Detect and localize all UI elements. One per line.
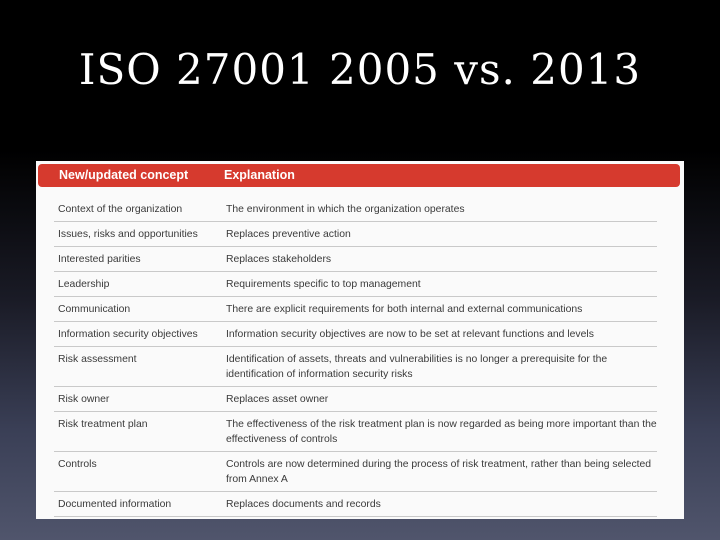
- concept-cell: Documented information: [58, 499, 172, 510]
- concept-cell: Communication: [58, 304, 131, 315]
- table-row: Information security objectives Informat…: [54, 322, 657, 347]
- explanation-cell: Replaces stakeholders: [226, 254, 332, 265]
- explanation-cell: The effectiveness of the risk treatment …: [226, 419, 657, 445]
- comparison-table: New/updated concept Explanation Context …: [36, 161, 684, 519]
- explanation-cell: There are explicit requirements for both…: [226, 304, 583, 315]
- explanation-cell: Requirements specific to top management: [226, 279, 421, 290]
- concept-cell: Context of the organization: [58, 204, 183, 215]
- concept-cell: Information security objectives: [58, 329, 198, 340]
- explanation-cell: Information security objectives are now …: [226, 329, 594, 340]
- explanation-cell: Identification of assets, threats and vu…: [226, 354, 608, 380]
- concept-cell: Controls: [58, 459, 97, 470]
- concept-cell: Issues, risks and opportunities: [58, 229, 198, 240]
- concept-cell: Interested parities: [58, 254, 141, 265]
- table-row: Documented information Replaces document…: [54, 492, 657, 517]
- header-explanation: Explanation: [224, 168, 295, 182]
- header-concept: New/updated concept: [59, 168, 189, 182]
- explanation-cell: Controls are now determined during the p…: [226, 459, 652, 485]
- table-body: Context of the organization The environm…: [36, 197, 684, 517]
- table-row: Risk treatment plan The effectiveness of…: [54, 412, 657, 452]
- table-row: Interested parities Replaces stakeholder…: [54, 247, 657, 272]
- table-row: Communication There are explicit require…: [54, 297, 657, 322]
- explanation-cell: Replaces preventive action: [226, 229, 351, 240]
- concept-cell: Risk owner: [58, 394, 110, 405]
- slide-title: ISO 27001 2005 vs. 2013: [78, 45, 642, 94]
- table-row: Risk owner Replaces asset owner: [54, 387, 657, 412]
- explanation-cell: Replaces asset owner: [226, 394, 329, 405]
- table-row: Leadership Requirements specific to top …: [54, 272, 657, 297]
- explanation-cell: The environment in which the organizatio…: [226, 204, 465, 215]
- concept-cell: Risk assessment: [58, 354, 137, 365]
- concept-cell: Leadership: [58, 279, 110, 290]
- table-row: Risk assessment Identification of assets…: [54, 347, 657, 387]
- explanation-cell: Replaces documents and records: [226, 499, 381, 510]
- table-row: Controls Controls are now determined dur…: [54, 452, 657, 492]
- concept-cell: Risk treatment plan: [58, 419, 148, 430]
- table-row: Context of the organization The environm…: [54, 197, 657, 222]
- table-header-bar: New/updated concept Explanation: [38, 164, 680, 187]
- table-row: Issues, risks and opportunities Replaces…: [54, 222, 657, 247]
